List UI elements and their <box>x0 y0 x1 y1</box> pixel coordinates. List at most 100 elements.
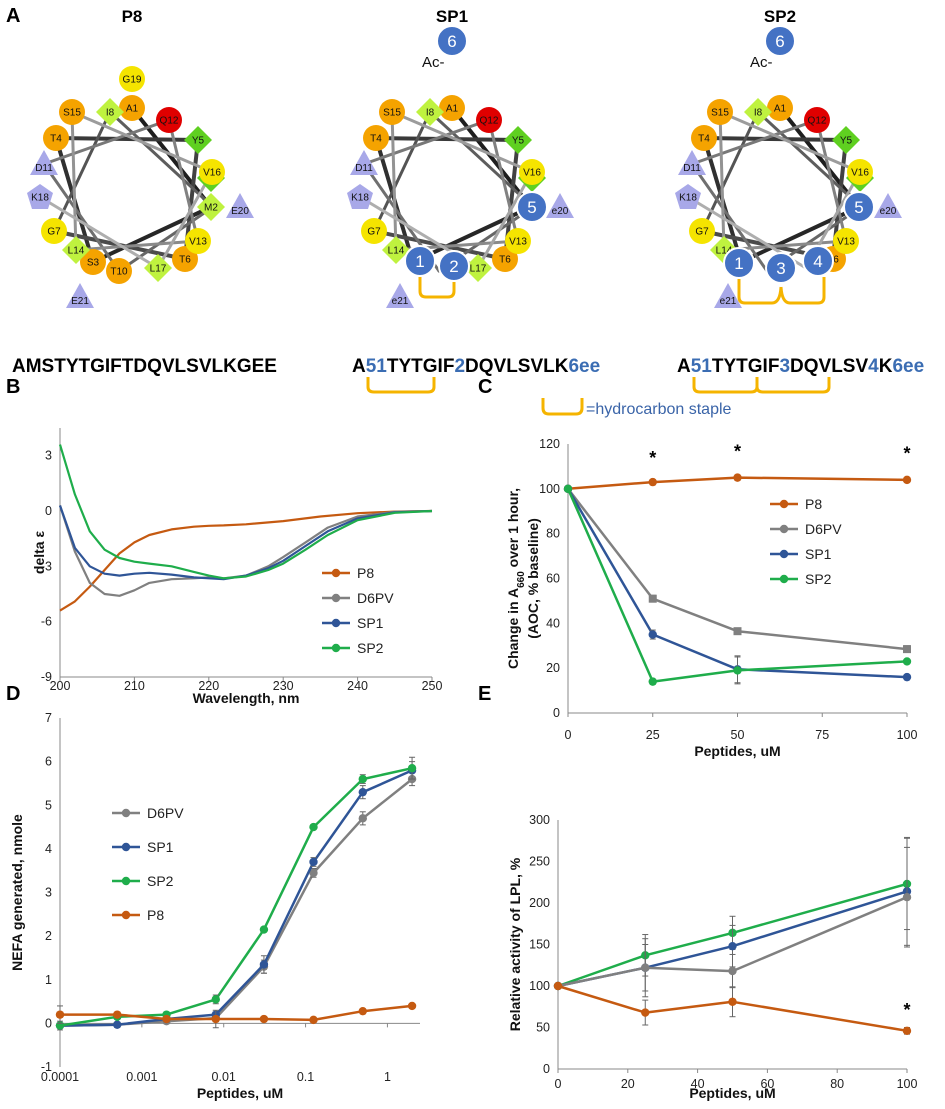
wheel-sp2-residue-v13-shape <box>833 228 859 254</box>
wheel-p8-residue-v16-label: V16 <box>203 168 221 179</box>
wheel-p8-residue-q12: Q12 <box>156 107 182 133</box>
panel-label-e: E <box>478 683 491 705</box>
chart-e-y-tick-label: 200 <box>529 896 550 910</box>
chart-e-y-tick-label: 250 <box>529 855 550 869</box>
chart-c-series-sp1-line <box>566 488 908 679</box>
wheel-sp2-title: SP2 <box>764 7 796 26</box>
wheel-sp2-residue-a1-label: A1 <box>774 104 787 115</box>
chart-d-series-p8-point <box>113 1010 122 1019</box>
chart-d-legend-marker <box>121 910 131 920</box>
chart-e-series-d6pv-point <box>902 892 912 902</box>
chart-c-series-sp1-point <box>648 630 657 639</box>
wheel-sp2-residue-t4-label: T4 <box>698 134 710 145</box>
wheel-sp2-staple-badge-6-label: 6 <box>775 32 784 51</box>
wheel-sp2-staple-badge-4-shape <box>802 245 834 277</box>
chart-c-significance-star: * <box>903 444 910 464</box>
chart-b-series-sp2 <box>58 444 433 580</box>
wheel-sp1-spoke <box>390 110 534 174</box>
wheel-sp1-residue-t6: T6 <box>492 246 518 272</box>
wheel-sp1-staple-badge-6-label: 6 <box>447 32 456 51</box>
chart-b-x-tick-label: 240 <box>347 679 368 693</box>
chart-b-y-tick-label: 0 <box>45 504 52 518</box>
chart-b-legend-label: D6PV <box>357 590 394 606</box>
wheel-sp1-residue-k18-shape <box>347 184 373 209</box>
wheel-p8-residue-v13-label: V13 <box>189 237 207 248</box>
wheel-sp2-staple-badge-4: 4 <box>802 245 834 277</box>
wheel-sp2-staple-badge-1: 1 <box>723 247 755 279</box>
wheel-sp2-spokes <box>686 106 863 273</box>
chart-e-series-d6pv-point <box>728 966 737 976</box>
wheel-p8-residue-e20: E20 <box>226 193 254 218</box>
wheel-sp1-ac-label: Ac- <box>422 54 445 71</box>
wheel-sp1-residue-t4-shape <box>363 125 389 151</box>
wheel-sp1-residue-a1: A1 <box>439 95 465 121</box>
chart-c-x-label: Peptides, uM <box>694 743 780 759</box>
wheel-sp1-residue-t6-shape <box>492 246 518 272</box>
chart-e-series-d6pv-line <box>557 896 908 988</box>
wheel-sp1-residue-i8-shape <box>416 98 444 126</box>
chart-d-series-sp1-point <box>358 787 367 797</box>
wheel-p8-residue-i8-label: I8 <box>106 108 115 119</box>
wheel-p8-spoke <box>38 195 160 270</box>
chart-c-y-label-part: over 1 hour, <box>505 488 521 571</box>
wheel-sp1-staple-badge-2-shape <box>438 250 470 282</box>
chart-e-significance-star: * <box>903 1000 910 1020</box>
wheel-sp1-residue-v13-shape <box>505 228 531 254</box>
chart-c-series-d6pv-line <box>567 488 908 651</box>
panel-label-a: A <box>6 5 20 27</box>
wheel-p8-spokes <box>38 106 215 273</box>
wheel-p8-residue-q12-label: Q12 <box>160 116 179 127</box>
chart-d-y-tick-label: 4 <box>45 842 52 856</box>
wheel-p8-residue-s3-label: S3 <box>87 258 100 269</box>
wheel-p8-residue-q12-shape <box>156 107 182 133</box>
wheel-sp2-sequence-part: 4 <box>868 356 879 377</box>
wheel-p8-sequence-part: AMSTYTGIFTDQVLSVLKGEE <box>12 356 277 377</box>
chart-d-x-tick-label: 0.0001 <box>41 1070 79 1084</box>
chart-c-series-sp1 <box>563 484 912 684</box>
wheel-sp1-residue-q12: Q12 <box>476 107 502 133</box>
chart-b-legend-marker <box>331 593 341 603</box>
wheel-sp1-spoke <box>487 118 520 243</box>
wheel-sp2-sequence-part: A <box>677 356 691 377</box>
chart-d-legend-label: SP1 <box>147 839 174 855</box>
chart-d-series-p8-line <box>60 1004 413 1022</box>
chart-b-y-tick-label: 3 <box>45 449 52 463</box>
wheel-sp1-spoke <box>362 118 491 166</box>
chart-c-x-tick-label: 0 <box>565 728 572 742</box>
wheel-sp1-residue-l14-label: L14 <box>388 246 405 257</box>
wheel-p8-residue-s15-shape <box>59 99 85 125</box>
chart-b-cd-spectra: 200 210 220 230 240 250 3 0 -3 -6 -9 Wavelength, nm… <box>31 428 442 706</box>
wheel-p8-residue-a1-shape <box>119 95 145 121</box>
chart-c-legend-d6pv: D6PV <box>770 521 842 537</box>
chart-d-series-sp1 <box>55 761 417 1030</box>
wheel-sp2-sequence-part: K <box>879 356 893 377</box>
chart-c-legend-marker <box>779 549 789 559</box>
wheel-sp2-residue-v16-label: V16 <box>851 168 869 179</box>
chart-c-legend-sp2: SP2 <box>770 571 832 587</box>
wheel-p8-residue-i8-shape <box>96 98 124 126</box>
chart-d-x-tick-label: 0.1 <box>297 1070 314 1084</box>
wheel-sp1-sequence: A51TYTGIF2DQVLSVLK6ee <box>352 356 600 377</box>
chart-d-nefa: 0.0001 0.001 0.01 0.1 1 -1 0 1 2 3 4 5 6 7 Peptides, u… <box>9 711 420 1101</box>
chart-b-legend-d6pv: D6PV <box>322 590 394 606</box>
wheel-sp1-residue-e20: e20 <box>546 193 574 218</box>
wheel-sp2-staple-bracket-2 <box>779 277 826 305</box>
wheel-sp1-residue-s15-label: S15 <box>383 108 401 119</box>
wheel-p8-residue-l14-shape <box>62 236 90 264</box>
chart-e-series-sp2-line <box>557 882 908 988</box>
wheel-sp2-staple-badge-1-shape <box>723 247 755 279</box>
chart-d-y-tick-label: 6 <box>45 755 52 769</box>
chart-d-legend-label: P8 <box>147 907 164 923</box>
wheel-p8-residue-e21-label: E21 <box>71 296 89 307</box>
chart-c-series-p8-line <box>567 476 908 491</box>
wheel-sp2-staple-badge-6: 6 <box>764 25 796 57</box>
chart-c-turbidity: 0 25 50 75 100 0 20 40 60 80 100 120 Peptides, uM Cha… <box>505 437 917 759</box>
wheel-sp1-residue-e20-shape <box>546 193 574 218</box>
wheel-sp1-residue-l17-shape <box>464 254 492 282</box>
wheel-sp2-residue-q12: Q12 <box>804 107 830 133</box>
chart-d-series-p8-point <box>211 1014 220 1024</box>
helical-wheel-p8: P8A1M2S3T4Y5T6G7I8F9T10D11Q12V13L14S15V1… <box>12 7 277 377</box>
wheel-p8-residue-v16: V16 <box>199 159 225 185</box>
chart-e-series-d6pv-point <box>641 963 650 972</box>
wheel-p8-residue-t4-shape <box>43 125 69 151</box>
